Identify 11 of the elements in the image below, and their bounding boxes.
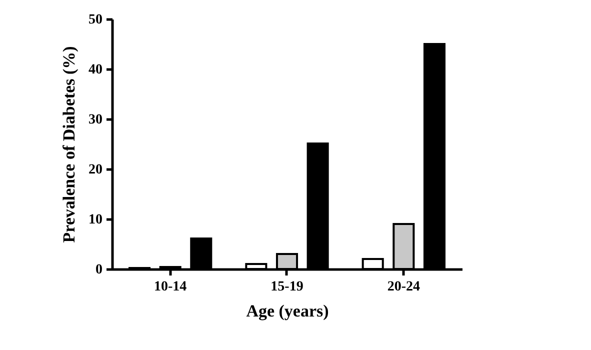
y-tick-label: 10 [88,212,102,228]
y-tick-label: 50 [88,12,102,28]
y-axis-title: Prevalence of Diabetes (%) [60,46,78,243]
x-tick-label: 15-19 [270,280,304,294]
x-tick-label: 20-24 [387,280,420,294]
y-tick-label: 20 [88,162,102,178]
x-axis-title: Age (years) [246,302,329,320]
y-tick-label: 30 [88,112,102,128]
x-tick-label: 10-14 [154,280,187,294]
y-tick-label: 0 [96,262,102,278]
y-tick-label: 40 [88,62,102,78]
